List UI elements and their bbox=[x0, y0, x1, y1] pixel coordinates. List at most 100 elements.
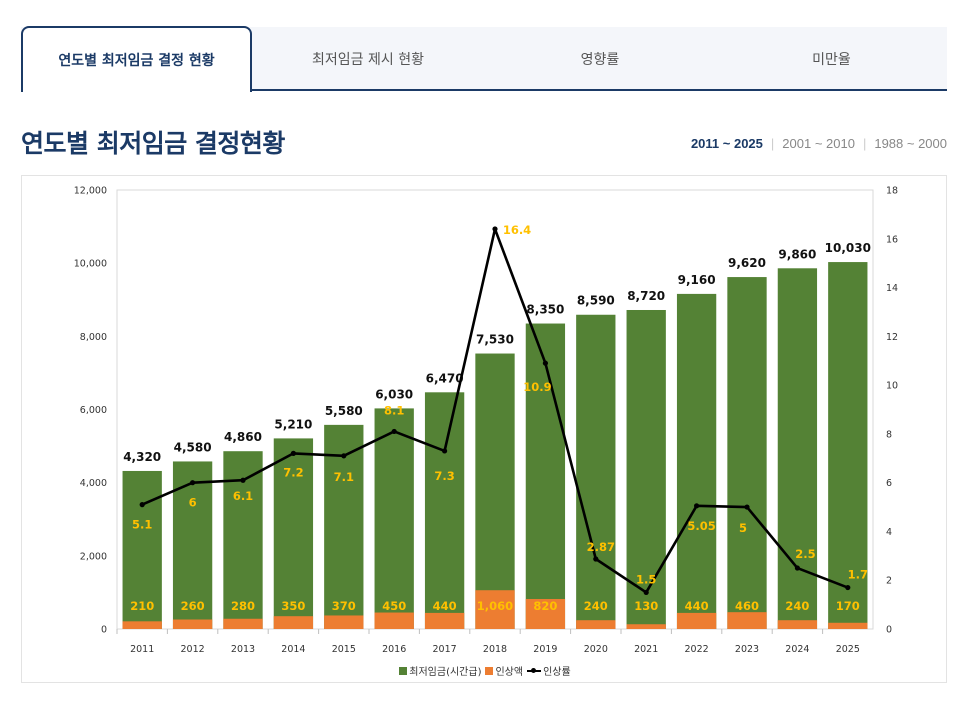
rate-point bbox=[139, 502, 145, 508]
y-right-tick-label: 12 bbox=[886, 332, 898, 343]
bar-wage bbox=[727, 277, 767, 629]
tab-proposal-status[interactable]: 최저임금 제시 현황 bbox=[312, 52, 424, 68]
increase-data-label: 370 bbox=[332, 599, 356, 613]
wage-data-label: 4,860 bbox=[224, 430, 262, 444]
increase-data-label: 170 bbox=[836, 599, 860, 613]
y-right-tick-label: 6 bbox=[886, 478, 892, 489]
bar-increase bbox=[727, 612, 767, 629]
x-tick-label: 2015 bbox=[332, 644, 356, 655]
rate-point bbox=[341, 453, 347, 459]
x-tick-label: 2025 bbox=[836, 644, 860, 655]
legend: 최저임금(시간급) 인상액 인상률 bbox=[22, 663, 948, 678]
increase-data-label: 1,060 bbox=[477, 599, 513, 613]
range-selector: 2011 ~ 2025 | 2001 ~ 2010 | 1988 ~ 2000 bbox=[691, 136, 947, 151]
increase-data-label: 440 bbox=[685, 599, 709, 613]
x-tick-label: 2013 bbox=[231, 644, 255, 655]
bar-increase bbox=[223, 618, 263, 629]
wage-data-label: 9,160 bbox=[678, 273, 716, 287]
y-left-tick-label: 6,000 bbox=[80, 405, 107, 416]
legend-item-increase: 인상액 bbox=[485, 663, 523, 678]
bar-wage bbox=[374, 408, 414, 629]
y-right-tick-label: 16 bbox=[886, 234, 898, 245]
rate-data-label: 2.5 bbox=[795, 547, 815, 561]
bar-increase bbox=[828, 622, 868, 629]
wage-data-label: 8,590 bbox=[577, 294, 615, 308]
tab-bar: 연도별 최저임금 결정 현황 최저임금 제시 현황 영향률 미만율 bbox=[21, 26, 947, 92]
increase-data-label: 240 bbox=[785, 599, 809, 613]
y-right-tick-label: 10 bbox=[886, 381, 898, 392]
range-divider: | bbox=[770, 136, 775, 151]
rate-data-label: 8.1 bbox=[384, 403, 404, 417]
rate-point bbox=[643, 589, 649, 596]
rate-point bbox=[744, 504, 750, 510]
rate-data-label: 1.7 bbox=[848, 568, 868, 582]
y-left-tick-label: 4,000 bbox=[80, 478, 107, 489]
y-right-tick-label: 8 bbox=[886, 429, 892, 440]
tab-yearly-decision[interactable]: 연도별 최저임금 결정 현황 bbox=[21, 26, 252, 92]
legend-swatch-wage bbox=[399, 666, 408, 675]
bar-wage bbox=[424, 392, 465, 629]
wage-data-label: 9,860 bbox=[778, 247, 816, 261]
x-tick-label: 2024 bbox=[785, 644, 809, 655]
range-2001-2010[interactable]: 2001 ~ 2010 bbox=[782, 136, 855, 151]
y-left-tick-label: 10,000 bbox=[74, 259, 107, 270]
rate-data-label: 16.4 bbox=[503, 223, 531, 237]
bar-increase bbox=[172, 619, 213, 629]
x-tick-label: 2018 bbox=[483, 644, 507, 655]
rate-point bbox=[845, 584, 851, 591]
legend-swatch-rate bbox=[527, 667, 542, 675]
rate-point bbox=[694, 503, 700, 509]
y-left-tick-label: 12,000 bbox=[74, 186, 107, 197]
combo-chart: 0 2,000 4,000 6,000 8,000 10,000 12,000 0 2 4 6 8 10… bbox=[74, 186, 898, 656]
bar-increase bbox=[777, 620, 818, 629]
x-tick-label: 2014 bbox=[281, 644, 305, 655]
rate-data-label: 6 bbox=[189, 496, 197, 510]
bar-increase bbox=[374, 612, 414, 629]
x-tick-label: 2022 bbox=[685, 644, 709, 655]
range-1988-2000[interactable]: 1988 ~ 2000 bbox=[874, 136, 947, 151]
y-right-tick-label: 18 bbox=[886, 186, 898, 197]
bar-wage bbox=[676, 293, 717, 629]
rate-data-label: 7.1 bbox=[334, 470, 354, 484]
y-right-tick-label: 0 bbox=[886, 625, 892, 636]
increase-data-label: 280 bbox=[231, 599, 255, 613]
legend-item-rate: 인상률 bbox=[527, 663, 571, 678]
increase-data-label: 820 bbox=[533, 599, 557, 613]
wage-data-label: 5,210 bbox=[274, 417, 312, 431]
legend-item-wage: 최저임금(시간급) bbox=[399, 663, 481, 678]
bar-increase bbox=[273, 616, 314, 629]
increase-data-label: 210 bbox=[130, 599, 154, 613]
wage-data-label: 4,580 bbox=[174, 440, 212, 454]
rate-data-label: 2.87 bbox=[587, 540, 615, 554]
bar-increase bbox=[424, 612, 465, 629]
x-tick-label: 2023 bbox=[735, 644, 759, 655]
x-tick-label: 2020 bbox=[584, 644, 608, 655]
wage-data-label: 8,350 bbox=[526, 303, 564, 317]
y-right-tick-label: 4 bbox=[886, 527, 892, 538]
rate-point bbox=[290, 450, 296, 456]
rate-point bbox=[240, 477, 246, 483]
bar-wage bbox=[122, 470, 162, 629]
y-left-tick-label: 0 bbox=[101, 625, 107, 636]
increase-data-label: 130 bbox=[634, 599, 658, 613]
bar-wage bbox=[576, 314, 616, 629]
x-tick-label: 2016 bbox=[382, 644, 406, 655]
tab-below-rate[interactable]: 미만율 bbox=[812, 52, 851, 68]
rate-point bbox=[794, 565, 801, 571]
bar-increase bbox=[475, 590, 515, 629]
wage-data-label: 5,580 bbox=[325, 404, 363, 418]
x-tick-label: 2012 bbox=[181, 644, 205, 655]
chart-container: 0 2,000 4,000 6,000 8,000 10,000 12,000 0 2 4 6 8 10… bbox=[21, 175, 947, 683]
rate-data-label: 6.1 bbox=[233, 489, 253, 503]
range-2011-2025[interactable]: 2011 ~ 2025 bbox=[690, 136, 763, 151]
rate-point bbox=[391, 428, 397, 435]
rate-data-label: 5 bbox=[739, 521, 747, 535]
rate-point bbox=[492, 226, 498, 232]
bar-wage bbox=[626, 309, 666, 629]
page-title: 연도별 최저임금 결정현황 bbox=[21, 129, 285, 158]
bar-wage bbox=[828, 262, 868, 629]
increase-data-label: 240 bbox=[584, 599, 608, 613]
bar-increase bbox=[122, 621, 162, 629]
legend-swatch-increase bbox=[485, 666, 494, 675]
tab-impact-rate[interactable]: 영향률 bbox=[580, 52, 620, 68]
